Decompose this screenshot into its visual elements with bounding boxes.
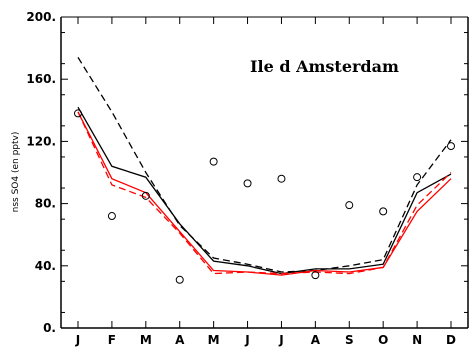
data-point-9 (345, 201, 354, 210)
x-tick-label: O (378, 333, 388, 347)
y-tick-label: 160. (26, 72, 56, 86)
x-tick-label: D (446, 333, 456, 347)
y-axis-title: nss SO4 (en pptv) (11, 132, 21, 213)
data-markers (74, 109, 455, 284)
x-tick-label: A (311, 333, 321, 347)
x-tick-label: J (75, 333, 80, 347)
y-tick-label: 80. (35, 197, 56, 211)
chart-title: Ile d Amsterdam (250, 57, 399, 76)
data-point-3 (141, 191, 150, 200)
data-point-11 (413, 173, 422, 182)
x-tick-label: S (345, 333, 354, 347)
y-tick-label: 0. (43, 321, 56, 335)
y-tick-label: 200. (26, 10, 56, 24)
data-point-8 (311, 271, 320, 280)
series-line-2 (77, 57, 452, 273)
x-tick-label: M (208, 333, 220, 347)
data-point-7 (277, 174, 286, 183)
data-point-6 (243, 179, 252, 188)
data-point-5 (209, 157, 218, 166)
x-tick-label: J (278, 333, 283, 347)
plot-area (61, 17, 468, 328)
data-point-1 (74, 109, 82, 118)
data-series (77, 57, 452, 276)
x-tick-label: F (108, 333, 116, 347)
x-tick-label: A (175, 333, 185, 347)
axes: 0. 40. 80. 120. 160. 200. J F M A M J J A S O N D (26, 10, 469, 347)
x-tick-label: J (244, 333, 249, 347)
x-tick-label: M (140, 333, 152, 347)
x-tick-label: N (412, 333, 422, 347)
y-tick-label: 120. (26, 134, 56, 148)
data-point-4 (175, 275, 184, 284)
data-point-2 (107, 212, 116, 221)
data-point-12 (447, 142, 455, 151)
series-line-1 (77, 106, 452, 275)
series-line-4 (77, 111, 452, 275)
y-tick-label: 40. (35, 259, 56, 273)
data-point-10 (379, 207, 388, 216)
